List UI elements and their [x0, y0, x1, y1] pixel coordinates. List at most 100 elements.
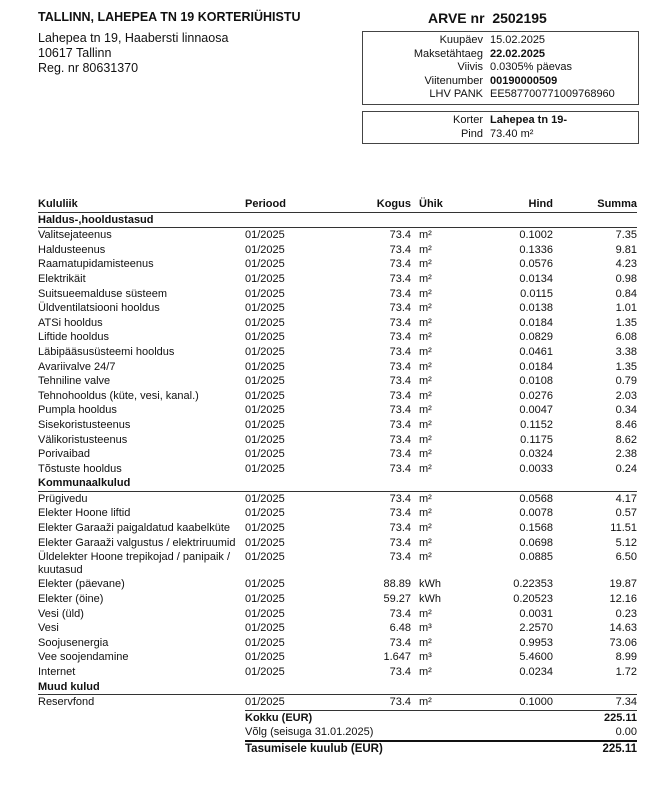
cell: 73.4	[389, 375, 411, 388]
cell: 73.4	[389, 243, 411, 256]
cell: m²	[419, 258, 432, 271]
cell: 0.0698	[519, 536, 553, 549]
cost-row: Sisekoristusteenus 01/2025 73.4 m² 0.1152 8.4…	[38, 418, 637, 433]
cell: m²	[419, 375, 432, 388]
info-row: Korter Lahepea tn 19-	[363, 114, 638, 128]
header-row: Kululiik Periood Kogus Ühik Hind Summa	[38, 197, 637, 213]
cell: 0.0885	[519, 551, 553, 564]
cell: 73.4	[389, 522, 411, 535]
cell: m²	[419, 696, 432, 709]
cell: 0.0134	[519, 272, 553, 285]
cell: m²	[419, 462, 432, 475]
cell: m³	[419, 651, 432, 664]
cell: Liftide hooldus	[38, 331, 109, 344]
cell: 1.72	[615, 666, 637, 678]
cost-row: Haldusteenus 01/2025 73.4 m² 0.1336 9.81	[38, 243, 637, 258]
cost-row: Prügivedu 01/2025 73.4 m² 0.0568 4.17	[38, 491, 637, 506]
cell: 01/2025	[245, 360, 285, 373]
section-title: Kommunaalkulud	[38, 476, 637, 492]
info-value: 15.02.2025	[490, 34, 546, 46]
cell: kWh	[419, 578, 441, 591]
cell: 01/2025	[245, 492, 285, 505]
cell: 73.4	[389, 229, 411, 242]
cell: 1.35	[615, 360, 637, 373]
total-row: Võlg (seisuga 31.01.2025) 0.00	[38, 725, 637, 741]
cell: 73.4	[389, 287, 411, 300]
cell: Tehnohooldus (küte, vesi, kanal.)	[38, 389, 199, 402]
cell: Porivaibad	[38, 448, 90, 461]
cell: Elekter Garaaži paigaldatud kaabelküte	[38, 522, 231, 535]
cost-row: Reservfond 01/2025 73.4 m² 0.1000 7.34	[38, 695, 637, 711]
cell: 0.9953	[519, 636, 553, 649]
cell: 73.4	[389, 389, 411, 402]
cell: 73.4	[389, 462, 411, 475]
cell: Elekter (öine)	[38, 593, 104, 606]
cell: 01/2025	[245, 622, 285, 635]
cost-row: Vee soojendamine 01/2025 1.647 m³ 5.4600 8.99	[38, 650, 637, 665]
cost-row: Soojusenergia 01/2025 73.4 m² 0.9953 73.06	[38, 636, 637, 651]
cell: 73.4	[389, 360, 411, 373]
cell: 4.17	[615, 492, 637, 505]
cell: m²	[419, 551, 432, 564]
cell: 9.81	[615, 243, 637, 256]
cost-row: Läbipääsusüsteemi hooldus 01/2025 73.4 m² 0.…	[38, 345, 637, 360]
cell: 01/2025	[245, 593, 285, 606]
apartment-box: Korter Lahepea tn 19- Pind 73.40 m²	[362, 111, 639, 144]
info-row: LHV PANK EE587700771009768960	[363, 88, 638, 102]
cell: 01/2025	[245, 243, 285, 256]
cell: 0.98	[615, 272, 637, 285]
cell: 0.20523	[513, 593, 553, 606]
cell: Üldelekter Hoone trepikojad / panipaik /…	[38, 551, 231, 576]
cell: 0.1002	[519, 229, 553, 242]
total-value: 225.11	[553, 709, 637, 726]
cell: kWh	[419, 593, 441, 606]
cost-row: Välikoristusteenus 01/2025 73.4 m² 0.1175 8.6…	[38, 433, 637, 448]
cell: Internet	[38, 666, 76, 678]
invoice-number: 2502195	[492, 10, 547, 26]
cell: 01/2025	[245, 375, 285, 388]
cell: 73.4	[389, 448, 411, 461]
cell: Läbipääsusüsteemi hooldus	[38, 345, 175, 358]
cell: 01/2025	[245, 229, 285, 242]
info-row: Maksetähtaeg 22.02.2025	[363, 48, 638, 62]
cell: 01/2025	[245, 418, 285, 431]
cell: 73.4	[389, 404, 411, 417]
cell: 0.1568	[519, 522, 553, 535]
cell: m²	[419, 448, 432, 461]
spacer	[38, 725, 245, 741]
cell: 6.50	[615, 551, 637, 564]
cell: 01/2025	[245, 404, 285, 417]
cell: 73.4	[389, 316, 411, 329]
cell: Elekter Garaaži valgustus / elektriruumi…	[38, 536, 236, 549]
info-value: 73.40 m²	[490, 127, 534, 140]
cell: 01/2025	[245, 507, 285, 520]
cell: 7.35	[615, 229, 637, 242]
cell: 0.0078	[519, 507, 553, 520]
cost-row: Porivaibad 01/2025 73.4 m² 0.0324 2.38	[38, 447, 637, 462]
address-line: 10617 Tallinn	[38, 46, 112, 60]
cell: 73.4	[389, 418, 411, 431]
cell: 0.0576	[519, 258, 553, 271]
cell: 73.4	[389, 433, 411, 446]
cell: 01/2025	[245, 551, 285, 564]
cell: 01/2025	[245, 258, 285, 271]
column-header: Periood	[245, 197, 345, 213]
info-label: Viitenumber	[424, 74, 484, 87]
cell: 11.51	[610, 522, 637, 535]
cell: Tõstuste hooldus	[38, 462, 122, 475]
cell: 01/2025	[245, 448, 285, 461]
cell: 73.4	[389, 331, 411, 344]
cost-row: Raamatupidamisteenus 01/2025 73.4 m² 0.0576 4…	[38, 257, 637, 272]
cell: Vesi (üld)	[38, 607, 84, 620]
cell: Prügivedu	[38, 492, 88, 505]
cell: 0.1000	[519, 696, 553, 709]
cell: m²	[419, 507, 432, 520]
cell: 0.34	[615, 404, 637, 417]
cell: 2.03	[615, 389, 637, 402]
cost-row: Üldventilatsiooni hooldus 01/2025 73.4 m² 0.…	[38, 301, 637, 316]
cell: 01/2025	[245, 536, 285, 549]
cost-row: Elekter Hoone liftid 01/2025 73.4 m² 0.0078 0…	[38, 506, 637, 521]
cost-row: Valitsejateenus 01/2025 73.4 m² 0.1002 7.35	[38, 228, 637, 243]
section-row: Kommunaalkulud	[38, 476, 637, 492]
cell: 0.0138	[519, 302, 553, 315]
